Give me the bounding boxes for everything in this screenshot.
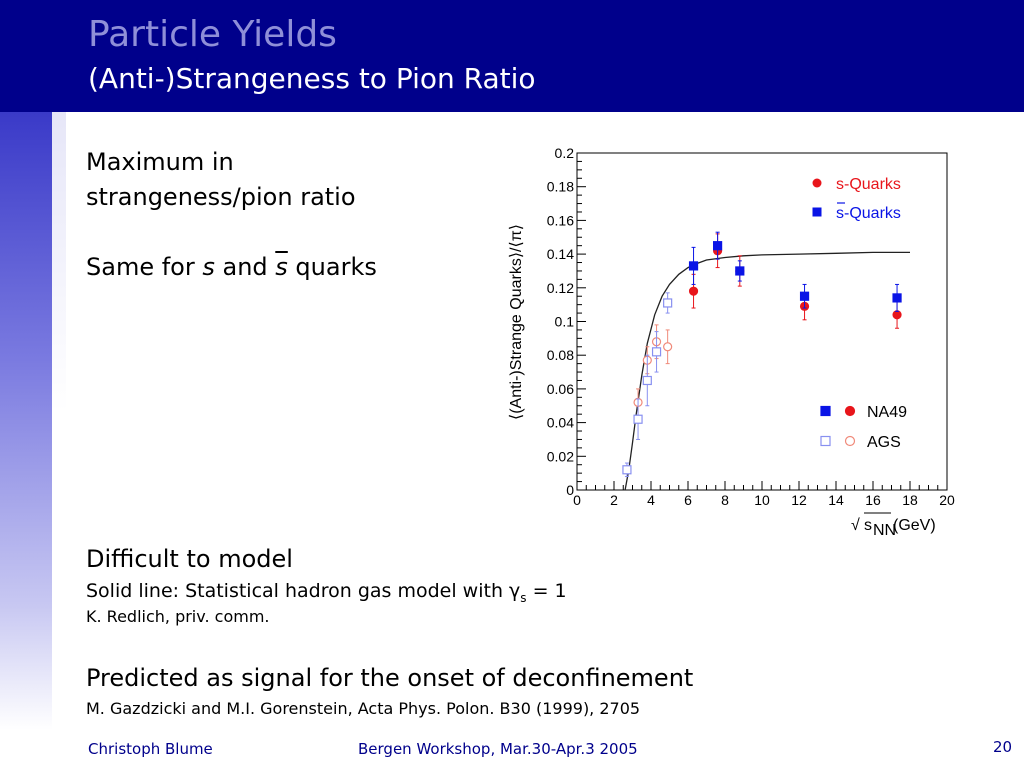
slide-title: Particle Yields <box>88 14 337 55</box>
point1-line2: strangeness/pion ratio <box>86 183 356 211</box>
strangeness-pion-chart: 0 2 4 6 8 10 12 14 16 18 20 0 0.02 0.04 0.06 0.08 0.1 0.… <box>508 145 955 539</box>
data-point-square <box>663 298 673 308</box>
x-axis-var: s <box>864 517 872 534</box>
y-tick-label: 0 <box>566 482 574 498</box>
x-axis-unit: (GeV) <box>893 517 936 534</box>
y-tick-label: 0.04 <box>547 415 574 431</box>
y-tick-label: 0.1 <box>555 314 575 330</box>
x-tick-label: 18 <box>902 492 918 508</box>
point2-text: Same for s and s quarks <box>86 253 377 281</box>
data-points <box>622 231 902 478</box>
x-tick-label: 20 <box>939 492 955 508</box>
point2-sbar: s <box>275 253 288 281</box>
y-tick-labels: 0 0.02 0.04 0.06 0.08 0.1 0.12 0.14 0.16 0.18 0.2 <box>547 145 574 498</box>
point3-eq: = 1 <box>526 580 567 602</box>
data-point-square <box>642 375 652 386</box>
x-tick-label: 0 <box>573 492 581 508</box>
footer-event: Bergen Workshop, Mar.30-Apr.3 2005 <box>358 740 638 758</box>
legend-quark-type: s-Quarks s-Quarks <box>812 176 901 222</box>
x-tick-label: 6 <box>684 492 692 508</box>
x-tick-label: 4 <box>647 492 655 508</box>
data-point-circle <box>688 286 699 296</box>
point1-line1: Maximum in <box>86 148 234 176</box>
legend-label: s-Quarks <box>836 205 901 222</box>
x-axis-sub: NN <box>873 522 896 539</box>
data-point-square <box>633 414 643 424</box>
legend-label: NA49 <box>867 404 907 421</box>
side-decoration-inner <box>52 112 66 412</box>
legend-marker-circle <box>844 435 856 447</box>
y-tick-label: 0.14 <box>547 246 574 262</box>
point3-line2: K. Redlich, priv. comm. <box>86 607 270 626</box>
y-tick-label: 0.06 <box>547 381 574 397</box>
legend-label: AGS <box>867 434 901 451</box>
point3-line1: Solid line: Statistical hadron gas model… <box>86 580 567 605</box>
x-axis-title: √ s NN (GeV) <box>851 512 936 539</box>
axis-ticks <box>576 152 948 491</box>
x-tick-label: 12 <box>791 492 807 508</box>
data-point-square <box>622 465 632 475</box>
y-tick-label: 0.16 <box>547 212 574 228</box>
footer-page-number: 20 <box>993 738 1013 756</box>
x-tick-labels: 0 2 4 6 8 10 12 14 16 18 20 <box>573 492 955 508</box>
point2-and: and <box>214 253 276 281</box>
x-tick-label: 14 <box>828 492 844 508</box>
point2-prefix: Same for <box>86 253 203 281</box>
footer-author: Christoph Blume <box>88 740 213 758</box>
gamma-symbol: γ <box>509 580 521 602</box>
slide-header: Particle Yields (Anti-)Strangeness to Pi… <box>0 0 1024 112</box>
data-point-square <box>688 261 699 271</box>
y-tick-label: 0.08 <box>547 347 574 363</box>
data-point-square <box>651 347 662 357</box>
data-point-square <box>799 291 810 301</box>
legend-marker-square <box>812 207 822 217</box>
point3-heading: Difficult to model <box>86 545 293 573</box>
y-tick-label: 0.18 <box>547 179 574 195</box>
legend-marker-square <box>820 435 831 447</box>
x-tick-label: 8 <box>721 492 729 508</box>
x-tick-label: 16 <box>865 492 881 508</box>
legend-experiment: NA49 AGS <box>820 404 907 451</box>
sqrt-symbol: √ <box>851 517 860 534</box>
x-tick-label: 10 <box>754 492 770 508</box>
x-tick-label: 2 <box>610 492 618 508</box>
data-point-square <box>713 241 723 251</box>
point2-s: s <box>202 253 215 281</box>
y-tick-label: 0.2 <box>555 145 575 161</box>
legend-label: s-Quarks <box>836 176 901 193</box>
gamma-subscript: s <box>520 590 527 605</box>
side-decoration <box>0 112 52 730</box>
slide-subtitle: (Anti-)Strangeness to Pion Ratio <box>88 62 536 95</box>
point3-line1-prefix: Solid line: Statistical hadron gas model… <box>86 580 510 602</box>
y-tick-label: 0.02 <box>547 448 574 464</box>
y-tick-label: 0.12 <box>547 280 574 296</box>
legend-marker-circle <box>812 178 822 188</box>
data-point-circle <box>892 310 902 320</box>
point2-suffix: quarks <box>287 253 377 281</box>
y-axis-title: ⟨(Anti-)Strange Quarks⟩/⟨π⟩ <box>508 224 525 420</box>
data-point-square <box>892 293 902 303</box>
legend-marker-circle <box>844 405 856 417</box>
point4-reference: M. Gazdzicki and M.I. Gorenstein, Acta P… <box>86 699 641 718</box>
legend-marker-square <box>820 405 831 417</box>
point4-heading: Predicted as signal for the onset of dec… <box>86 664 694 692</box>
data-point-square <box>735 266 745 276</box>
model-curve <box>624 251 910 491</box>
data-point-circle <box>663 342 673 352</box>
